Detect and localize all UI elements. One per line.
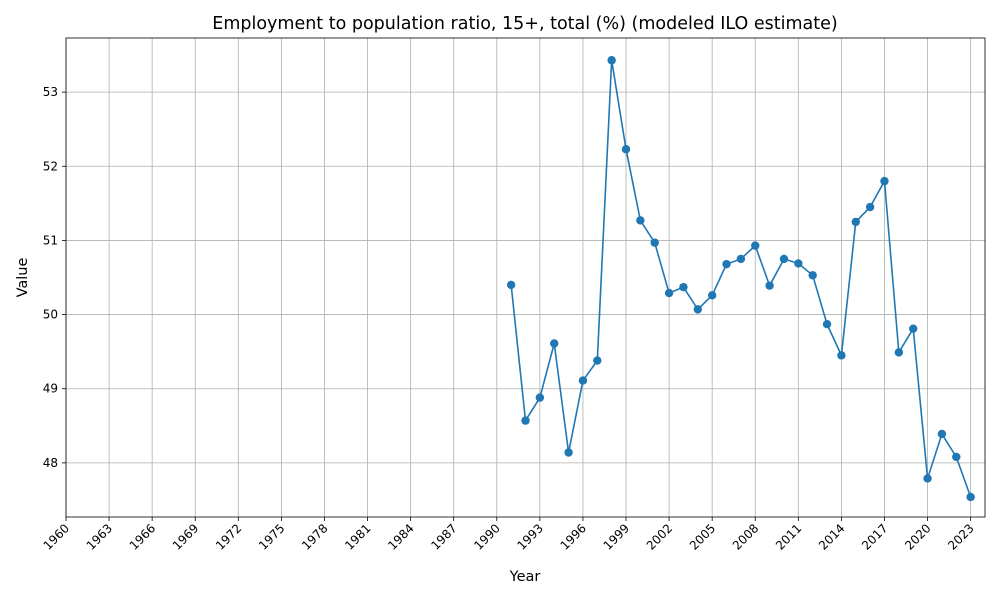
x-tick-label: 1993 [514,521,545,552]
x-tick-label: 2023 [945,521,976,552]
data-point [535,393,545,402]
series [506,56,975,502]
data-point [707,291,717,300]
data-point [923,474,932,483]
x-tick-label: 2008 [730,521,761,552]
y-tick-label: 53 [43,85,58,99]
x-tick-label: 1990 [471,521,502,552]
ticks: 1960 1963 1966 1969 1972 1975 1978 1981 1984 1987… [41,85,977,553]
data-point [621,145,631,154]
x-tick-label: 2014 [816,521,847,552]
chart-title: Employment to population ratio, 15+, tot… [212,14,837,34]
data-point [736,254,746,264]
data-point [751,241,760,250]
y-tick-label: 48 [43,456,58,470]
data-point [679,282,688,292]
x-tick-label: 2017 [859,521,890,552]
data-point [593,356,602,365]
y-axis-label: Value [15,258,31,298]
x-tick-label: 1960 [41,521,72,552]
y-tick-label: 51 [43,233,58,247]
grid [65,38,985,517]
data-point [521,416,530,425]
data-point [851,217,860,227]
x-tick-label: 1969 [170,521,201,552]
data-point [822,320,832,329]
x-tick-label: 1972 [213,521,244,552]
data-point [722,259,731,269]
data-point [966,492,975,502]
y-tick-label: 52 [43,159,58,173]
y-tick-label: 50 [43,308,58,322]
data-point [880,176,889,186]
data-point [506,280,516,290]
data-point [937,429,947,439]
data-point [808,271,817,280]
x-tick-label: 1987 [428,521,459,552]
x-tick-label: 2002 [644,521,675,552]
plot-frame [65,37,986,518]
data-point [693,305,703,314]
x-tick-label: 2020 [902,521,933,552]
x-tick-label: 1999 [601,521,632,552]
x-tick-label: 1963 [84,521,115,552]
data-point [909,324,918,333]
data-point [794,259,803,268]
data-point [607,56,616,65]
data-point [894,348,904,357]
y-tick-label: 49 [43,382,58,396]
x-axis-label: Year [509,569,541,585]
data-point [865,202,875,212]
data-point [837,351,846,360]
data-point [765,281,774,290]
data-point [564,448,573,457]
x-tick-label: 2005 [687,521,718,552]
x-tick-label: 1978 [299,521,330,552]
data-point [952,452,961,462]
series-line [510,60,972,498]
x-tick-label: 1975 [256,521,287,552]
data-point [636,216,645,225]
data-point [779,254,789,264]
x-tick-label: 1966 [127,521,158,552]
x-tick-label: 1984 [385,521,416,552]
data-point [650,238,659,247]
data-point [550,339,559,348]
x-tick-label: 1996 [558,521,589,552]
x-tick-label: 1981 [342,521,373,552]
data-point [578,376,588,385]
x-tick-label: 2011 [773,521,804,552]
data-point [664,288,674,298]
